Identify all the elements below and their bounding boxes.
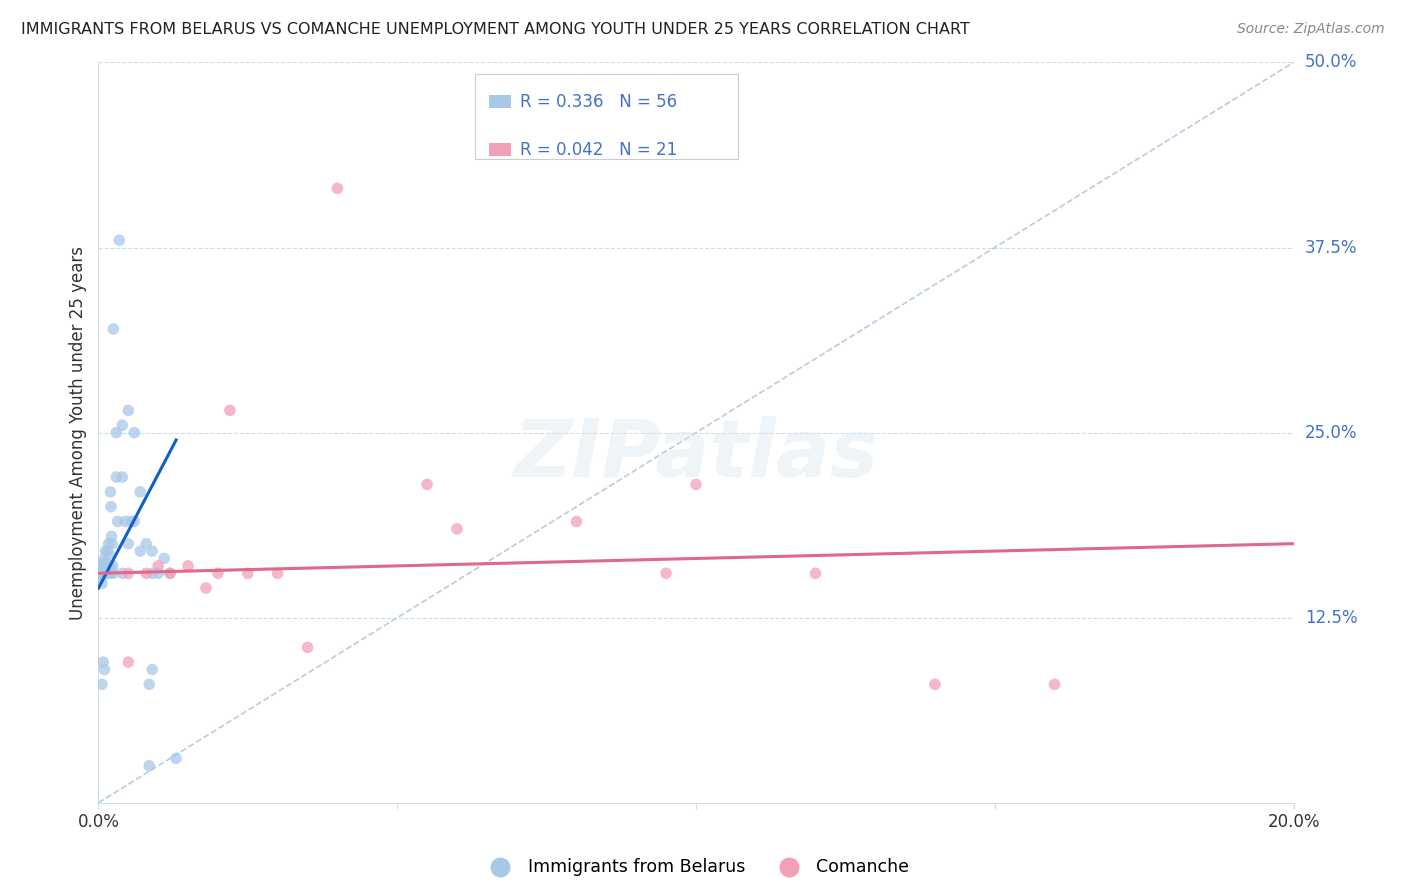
Point xyxy=(124,515,146,529)
Bar xyxy=(489,143,510,156)
Point xyxy=(267,566,290,581)
Point xyxy=(141,663,163,677)
Point xyxy=(96,566,118,581)
Point xyxy=(93,663,115,677)
Point xyxy=(105,470,128,484)
Legend: Immigrants from Belarus, Comanche: Immigrants from Belarus, Comanche xyxy=(475,851,917,883)
Point xyxy=(94,562,117,576)
Point xyxy=(96,556,118,570)
Point xyxy=(159,566,181,581)
Point xyxy=(129,484,152,499)
Text: 25.0%: 25.0% xyxy=(1305,424,1357,442)
Point xyxy=(114,515,136,529)
Point xyxy=(117,566,139,581)
Point xyxy=(148,566,170,581)
Point xyxy=(924,677,946,691)
Point xyxy=(100,529,122,543)
Point xyxy=(91,563,114,577)
Point xyxy=(148,558,170,573)
Point xyxy=(297,640,319,655)
Point xyxy=(195,581,218,595)
Point xyxy=(124,425,146,440)
Text: ZIPatlas: ZIPatlas xyxy=(513,416,879,494)
Point xyxy=(655,566,678,581)
Point xyxy=(153,551,176,566)
Point xyxy=(446,522,468,536)
Point xyxy=(685,477,707,491)
Point xyxy=(141,566,163,581)
Point xyxy=(96,566,118,581)
Point xyxy=(96,544,118,558)
FancyBboxPatch shape xyxy=(475,73,738,159)
Point xyxy=(91,576,114,591)
Point xyxy=(97,536,120,550)
Point xyxy=(103,566,125,581)
Text: 12.5%: 12.5% xyxy=(1305,608,1357,627)
Point xyxy=(98,547,121,561)
Bar xyxy=(489,95,510,108)
Point xyxy=(135,536,157,550)
Point xyxy=(416,477,439,491)
Point xyxy=(89,566,111,581)
Y-axis label: Unemployment Among Youth under 25 years: Unemployment Among Youth under 25 years xyxy=(69,245,87,620)
Point xyxy=(100,500,122,514)
Text: Source: ZipAtlas.com: Source: ZipAtlas.com xyxy=(1237,22,1385,37)
Point xyxy=(90,566,112,581)
Point xyxy=(98,558,121,573)
Text: R = 0.042   N = 21: R = 0.042 N = 21 xyxy=(520,141,678,159)
Point xyxy=(101,558,124,573)
Point xyxy=(804,566,827,581)
Point xyxy=(98,566,122,581)
Point xyxy=(93,551,115,566)
Point xyxy=(98,484,122,499)
Point xyxy=(135,566,157,581)
Point xyxy=(90,558,112,573)
Point xyxy=(219,403,242,417)
Point xyxy=(120,515,142,529)
Point xyxy=(105,425,128,440)
Point xyxy=(236,566,259,581)
Point xyxy=(138,758,160,772)
Text: R = 0.336   N = 56: R = 0.336 N = 56 xyxy=(520,93,678,111)
Point xyxy=(107,515,129,529)
Point xyxy=(111,470,134,484)
Text: IMMIGRANTS FROM BELARUS VS COMANCHE UNEMPLOYMENT AMONG YOUTH UNDER 25 YEARS CORR: IMMIGRANTS FROM BELARUS VS COMANCHE UNEM… xyxy=(21,22,970,37)
Point xyxy=(117,655,139,669)
Text: 37.5%: 37.5% xyxy=(1305,238,1357,257)
Point xyxy=(90,571,112,585)
Point xyxy=(108,233,131,247)
Point xyxy=(97,558,120,573)
Point xyxy=(91,655,114,669)
Point xyxy=(326,181,349,195)
Point xyxy=(101,536,124,550)
Text: 50.0%: 50.0% xyxy=(1305,54,1357,71)
Point xyxy=(91,677,114,691)
Point xyxy=(159,566,181,581)
Point xyxy=(111,566,134,581)
Point xyxy=(89,562,111,576)
Point xyxy=(165,751,187,765)
Point xyxy=(93,566,115,581)
Point xyxy=(565,515,588,529)
Point xyxy=(117,403,139,417)
Point xyxy=(138,677,160,691)
Point xyxy=(141,544,163,558)
Point xyxy=(117,536,139,550)
Point xyxy=(94,544,117,558)
Point xyxy=(91,556,114,570)
Point xyxy=(177,558,200,573)
Point xyxy=(111,418,134,433)
Point xyxy=(103,322,125,336)
Point xyxy=(207,566,229,581)
Point xyxy=(1043,677,1066,691)
Point xyxy=(129,544,152,558)
